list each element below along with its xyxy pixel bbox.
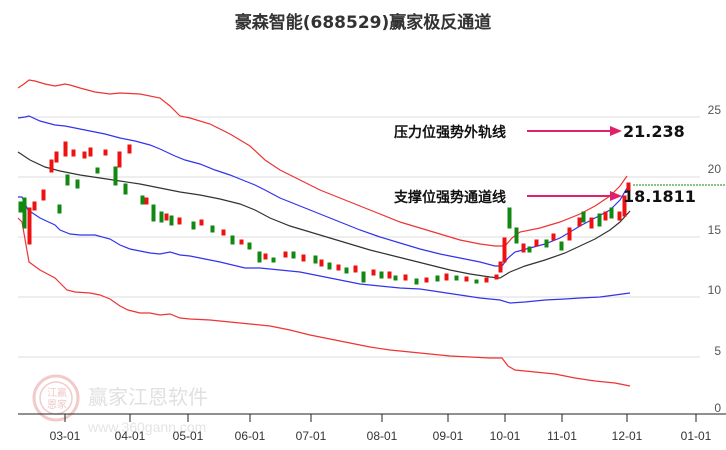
y-tick: 0 [714, 401, 721, 415]
x-tick: 03-01 [50, 429, 81, 443]
lower-blue-band [18, 196, 631, 304]
y-tick: 10 [708, 283, 722, 297]
svg-text:恩家: 恩家 [47, 398, 67, 411]
annotation-lower: 支撑位强势通道线 18.1811 [393, 187, 696, 206]
annotation-upper-value: 21.238 [623, 122, 685, 141]
x-tick: 08-01 [367, 429, 398, 443]
arrow-right-icon [610, 126, 622, 136]
watermark-url: www.360gann.com [87, 419, 206, 435]
candle-up [27, 141, 631, 283]
upper-red-band [17, 79, 628, 247]
watermark-name: 赢家江恩软件 [88, 385, 208, 409]
lower-red-band [17, 217, 631, 387]
x-tick: 05-01 [173, 429, 204, 443]
gridlines [18, 116, 700, 358]
y-tick: 5 [714, 344, 721, 358]
svg-text:江赢: 江赢 [47, 386, 67, 399]
x-tick: 01-01 [681, 429, 712, 443]
y-tick: 15 [708, 223, 722, 237]
y-axis: 25 20 15 10 5 0 [708, 103, 722, 415]
watermark: 江赢 恩家 赢家江恩软件 www.360gann.com [32, 374, 208, 435]
annotation-lower-label: 支撑位强势通道线 [393, 189, 506, 206]
x-axis: 03-01 04-01 05-01 06-01 07-01 08-01 09-0… [18, 413, 726, 443]
x-tick: 07-01 [296, 429, 327, 443]
annotation-upper: 压力位强势外轨线 21.238 [394, 122, 685, 141]
candle-down [18, 166, 614, 285]
x-tick: 11-01 [547, 429, 577, 443]
annotation-upper-label: 压力位强势外轨线 [394, 124, 506, 141]
upper-blue-band [17, 115, 628, 267]
y-tick: 25 [708, 103, 722, 117]
chart-title: 豪森智能(688529)赢家极反通道 [234, 13, 492, 33]
x-tick: 04-01 [115, 429, 146, 443]
annotation-lower-value: 18.1811 [623, 187, 696, 206]
y-tick: 20 [708, 162, 722, 176]
watermark-logo-icon [32, 374, 80, 422]
x-tick: 06-01 [235, 429, 266, 443]
arrow-right-icon [610, 191, 622, 201]
x-tick: 10-01 [490, 429, 521, 443]
x-tick: 12-01 [612, 429, 643, 443]
x-tick: 09-01 [433, 429, 464, 443]
candlesticks [18, 141, 631, 285]
